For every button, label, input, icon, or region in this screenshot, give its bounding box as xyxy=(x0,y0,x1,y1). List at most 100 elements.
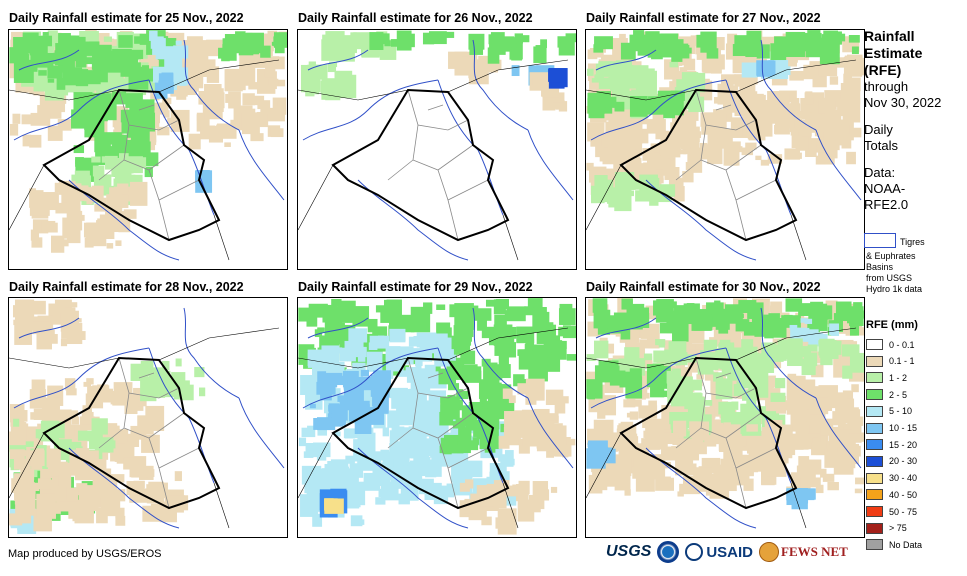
rainfall-cell xyxy=(847,312,860,324)
rainfall-cell xyxy=(75,58,87,68)
fews-seal-icon xyxy=(759,542,780,562)
rainfall-cell xyxy=(470,305,479,314)
rainfall-cell xyxy=(465,420,482,431)
rainfall-cell xyxy=(75,159,83,164)
rainfall-cell xyxy=(33,448,45,461)
rainfall-cell xyxy=(820,426,830,436)
rainfall-cell xyxy=(789,324,798,330)
rainfall-cell xyxy=(548,68,562,83)
rainfall-cell xyxy=(375,497,386,505)
rfe-class-row: 40 - 50 xyxy=(866,486,917,503)
rainfall-cell xyxy=(308,475,315,483)
rainfall-cell xyxy=(687,396,706,418)
rainfall-cell xyxy=(617,195,625,201)
rainfall-cell xyxy=(431,420,442,431)
rainfall-cell xyxy=(747,133,757,140)
map-canvas xyxy=(298,298,576,535)
rainfall-cell xyxy=(51,235,65,253)
map-credit: Map produced by USGS/EROS xyxy=(8,548,162,560)
rainfall-cell xyxy=(781,401,792,411)
rainfall-cell xyxy=(80,41,97,52)
rainfall-cell xyxy=(742,111,761,130)
rainfall-cell xyxy=(89,41,100,48)
rainfall-cell xyxy=(402,396,411,406)
rfe-class-swatch xyxy=(866,405,883,417)
rainfall-cell xyxy=(798,129,806,141)
panel-title-25nov: Daily Rainfall estimate for 25 Nov., 202… xyxy=(9,11,244,25)
rainfall-cell xyxy=(804,318,813,324)
rainfall-cell xyxy=(55,43,65,56)
rainfall-cell xyxy=(166,57,183,68)
rainfall-cell xyxy=(92,165,105,177)
rainfall-cell xyxy=(586,162,594,171)
rainfall-cell xyxy=(455,334,469,350)
rainfall-cell xyxy=(31,460,43,470)
rainfall-cell xyxy=(712,435,721,444)
rainfall-cell xyxy=(104,476,113,488)
rainfall-cell xyxy=(621,298,633,310)
rainfall-cell xyxy=(827,446,838,459)
rainfall-cell xyxy=(737,432,750,441)
rainfall-cell xyxy=(627,190,634,197)
panel-title-29nov: Daily Rainfall estimate for 29 Nov., 202… xyxy=(298,280,533,294)
rainfall-cell xyxy=(230,119,244,130)
rainfall-cell xyxy=(724,304,743,324)
rainfall-cell xyxy=(162,80,172,91)
rfe-class-row: 1 - 2 xyxy=(866,369,907,386)
rainfall-cell xyxy=(64,307,76,320)
rainfall-cell xyxy=(774,420,781,427)
rainfall-cell xyxy=(317,371,327,384)
rainfall-cell xyxy=(311,364,325,377)
rainfall-cell xyxy=(453,399,463,408)
rainfall-cell xyxy=(31,379,46,391)
rainfall-cell xyxy=(493,299,506,315)
rainfall-cell xyxy=(635,84,645,95)
rainfall-cell xyxy=(647,419,664,442)
rainfall-cell xyxy=(733,384,745,397)
rainfall-cell xyxy=(587,92,599,108)
rainfall-cell xyxy=(37,105,48,114)
rainfall-cell xyxy=(730,412,744,427)
rainfall-cell xyxy=(71,109,90,128)
rainfall-cell xyxy=(157,126,170,136)
rainfall-cell xyxy=(273,36,282,47)
rainfall-cell xyxy=(224,142,231,147)
rainfall-cell xyxy=(653,120,666,133)
rainfall-cell xyxy=(762,349,779,361)
rainfall-cell xyxy=(661,432,679,445)
rainfall-cell xyxy=(854,488,863,494)
rainfall-cell xyxy=(508,395,516,404)
rainfall-cell xyxy=(174,471,182,482)
rainfall-cell xyxy=(599,148,611,162)
rainfall-cell xyxy=(820,468,827,478)
rainfall-cell xyxy=(623,399,636,408)
rainfall-cell xyxy=(745,142,757,150)
rainfall-cell xyxy=(714,337,725,347)
rainfall-cell xyxy=(674,132,694,148)
rainfall-cell xyxy=(228,91,241,109)
rainfall-cell xyxy=(487,47,500,64)
rainfall-cell xyxy=(656,173,664,180)
rainfall-cell xyxy=(805,332,812,341)
rainfall-cell xyxy=(484,370,499,384)
rainfall-cell xyxy=(594,74,604,81)
rainfall-cell xyxy=(808,141,827,153)
rainfall-cell xyxy=(593,340,609,359)
rainfall-cell xyxy=(842,344,860,357)
rainfall-cell xyxy=(708,304,719,318)
rainfall-cell xyxy=(558,326,571,337)
rainfall-cell xyxy=(540,39,548,49)
rainfall-cell xyxy=(344,394,360,411)
rainfall-cell xyxy=(110,45,120,52)
rainfall-cell xyxy=(270,56,280,68)
rainfall-cell xyxy=(88,434,103,450)
rainfall-cell xyxy=(741,339,754,354)
rainfall-cell xyxy=(57,119,72,131)
rainfall-cell xyxy=(464,440,479,451)
rainfall-cell xyxy=(659,322,675,334)
basin-label: Tigres xyxy=(900,237,925,247)
rainfall-cell xyxy=(596,91,611,101)
rainfall-cell xyxy=(476,63,488,76)
province-boundaries xyxy=(98,89,200,241)
rainfall-cell xyxy=(379,33,390,42)
